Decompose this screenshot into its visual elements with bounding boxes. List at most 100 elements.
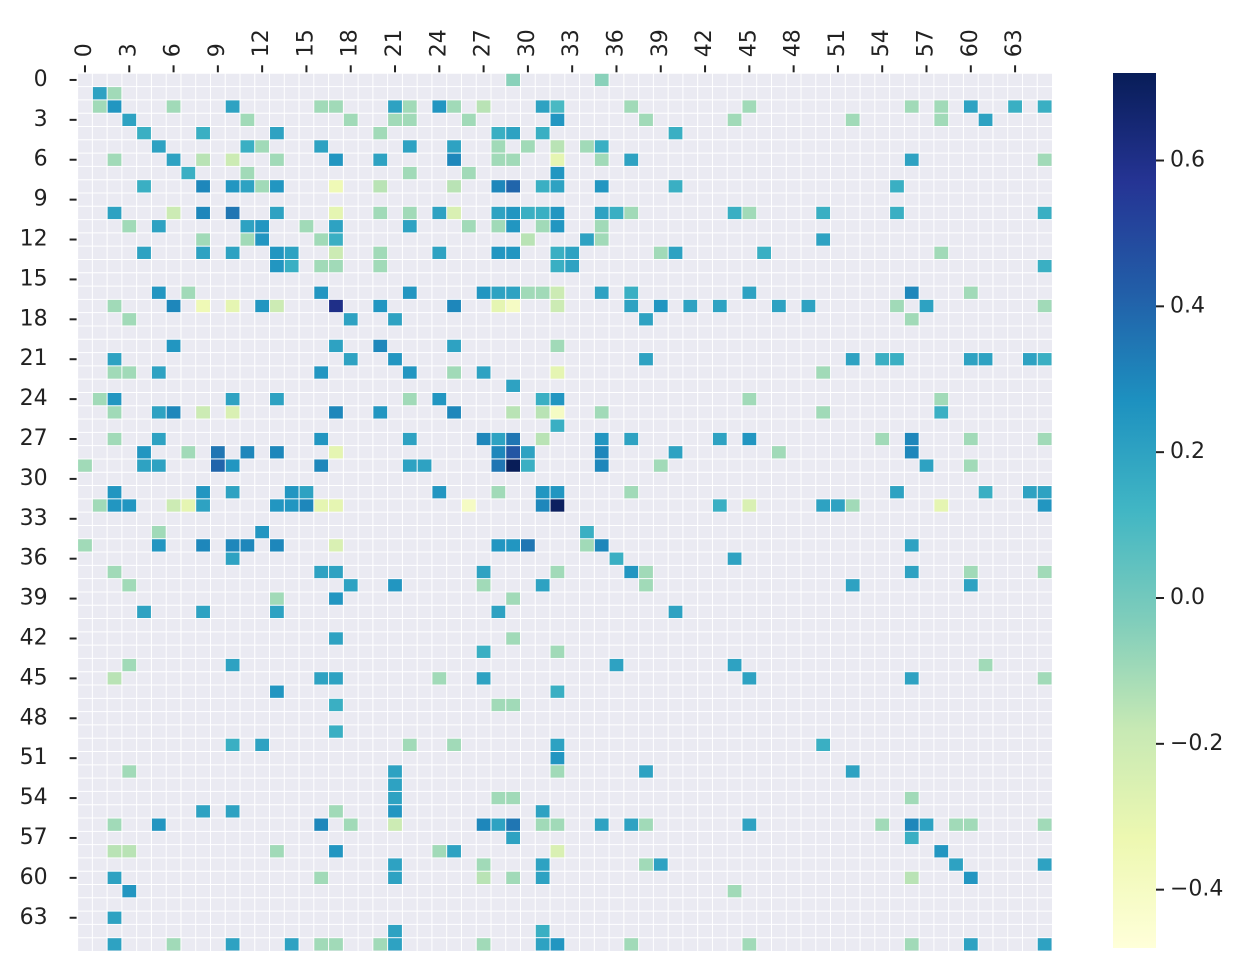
- heatmap-cell: [963, 100, 978, 113]
- heatmap-cell: [314, 100, 329, 113]
- heatmap-cell: [255, 738, 270, 752]
- y-tick-label: 30: [20, 466, 48, 491]
- heatmap-cell: [284, 246, 299, 259]
- heatmap-cell: [506, 299, 521, 313]
- heatmap-cell: [166, 938, 181, 951]
- heatmap-cell: [816, 206, 831, 220]
- heatmap-cell: [225, 246, 240, 259]
- heatmap-cell: [107, 818, 122, 831]
- heatmap-cell: [417, 459, 432, 472]
- heatmap-cell: [550, 259, 565, 273]
- heatmap-cell: [816, 406, 831, 419]
- heatmap-cell: [122, 313, 137, 326]
- heatmap-cell: [668, 180, 683, 193]
- heatmap-cell: [255, 180, 270, 193]
- heatmap-cell: [668, 446, 683, 459]
- heatmap-cell: [402, 738, 417, 752]
- heatmap-cell: [122, 366, 137, 379]
- heatmap-cell: [1037, 100, 1052, 113]
- heatmap-cell: [373, 938, 388, 951]
- heatmap-cell: [550, 153, 565, 166]
- heatmap-cell: [225, 180, 240, 193]
- heatmap-cell: [181, 166, 196, 180]
- heatmap-cell: [535, 818, 550, 831]
- heatmap-cell: [919, 818, 934, 831]
- heatmap-cell: [329, 446, 343, 459]
- heatmap-cell: [388, 871, 402, 885]
- heatmap-cell: [491, 698, 506, 712]
- heatmap-cell: [92, 87, 107, 100]
- heatmap-cell: [550, 366, 565, 379]
- heatmap-cell: [535, 858, 550, 871]
- heatmap-cell: [166, 299, 181, 313]
- heatmap-cell: [299, 486, 314, 499]
- heatmap-cell: [284, 259, 299, 273]
- heatmap-cell: [329, 499, 343, 512]
- heatmap-cell: [388, 113, 402, 126]
- heatmap-cell: [1037, 432, 1052, 446]
- heatmap-cell: [845, 579, 860, 592]
- heatmap-cell: [373, 206, 388, 220]
- heatmap-cell: [210, 459, 225, 472]
- heatmap-cell: [461, 113, 476, 126]
- heatmap-cell: [491, 539, 506, 552]
- heatmap-cell: [506, 459, 521, 472]
- heatmap-cell: [550, 765, 565, 778]
- heatmap-cell: [831, 499, 845, 512]
- heatmap-cell: [476, 858, 491, 871]
- heatmap-cell: [550, 938, 565, 951]
- heatmap-cell: [963, 818, 978, 831]
- heatmap-cell: [225, 153, 240, 166]
- heatmap-cell: [491, 126, 506, 140]
- heatmap-cell: [816, 499, 831, 512]
- x-tick-label: 18: [338, 29, 363, 57]
- heatmap-cell: [668, 126, 683, 140]
- heatmap-cell: [255, 140, 270, 153]
- heatmap-cell: [343, 313, 358, 326]
- heatmap-cell: [727, 885, 742, 898]
- x-tick-label: 15: [293, 29, 318, 57]
- x-tick-label: 33: [559, 29, 584, 57]
- x-tick-label: 42: [692, 29, 717, 57]
- x-tick-label: 12: [249, 29, 274, 57]
- y-tick-label: 51: [20, 745, 48, 770]
- heatmap-cell: [653, 459, 668, 472]
- y-tick-label: 39: [20, 586, 48, 611]
- heatmap-cell: [314, 459, 329, 472]
- heatmap-cell: [963, 938, 978, 951]
- heatmap-cell: [270, 592, 284, 605]
- heatmap-cell: [535, 220, 550, 233]
- heatmap-cell: [284, 499, 299, 512]
- heatmap-cell: [535, 579, 550, 592]
- heatmap-cell: [329, 246, 343, 259]
- heatmap-cell: [904, 313, 919, 326]
- heatmap-cell: [107, 565, 122, 579]
- heatmap-cell: [491, 180, 506, 193]
- heatmap-cell: [107, 938, 122, 951]
- heatmap-cell: [210, 446, 225, 459]
- heatmap-cell: [196, 406, 210, 419]
- heatmap-cell: [639, 858, 653, 871]
- heatmap-cell: [196, 246, 210, 259]
- heatmap-cell: [963, 459, 978, 472]
- heatmap-cell: [742, 818, 757, 831]
- heatmap-cell: [107, 392, 122, 406]
- heatmap-cell: [373, 246, 388, 259]
- heatmap-cell: [107, 87, 122, 100]
- x-tick-label: 24: [426, 29, 451, 57]
- x-tick-label: 3: [116, 43, 141, 57]
- heatmap-cell: [270, 180, 284, 193]
- heatmap-cell: [196, 233, 210, 246]
- heatmap-cell: [535, 432, 550, 446]
- heatmap-cell: [196, 605, 210, 619]
- heatmap-cell: [1037, 353, 1052, 366]
- heatmap-cell: [491, 220, 506, 233]
- heatmap-cell: [270, 206, 284, 220]
- heatmap-cell: [978, 353, 993, 366]
- heatmap-cell: [521, 459, 535, 472]
- heatmap-cell: [506, 592, 521, 605]
- y-tick-label: 27: [20, 426, 48, 451]
- heatmap-cell: [122, 658, 137, 672]
- heatmap-cell: [1037, 938, 1052, 951]
- heatmap-cell: [594, 233, 609, 246]
